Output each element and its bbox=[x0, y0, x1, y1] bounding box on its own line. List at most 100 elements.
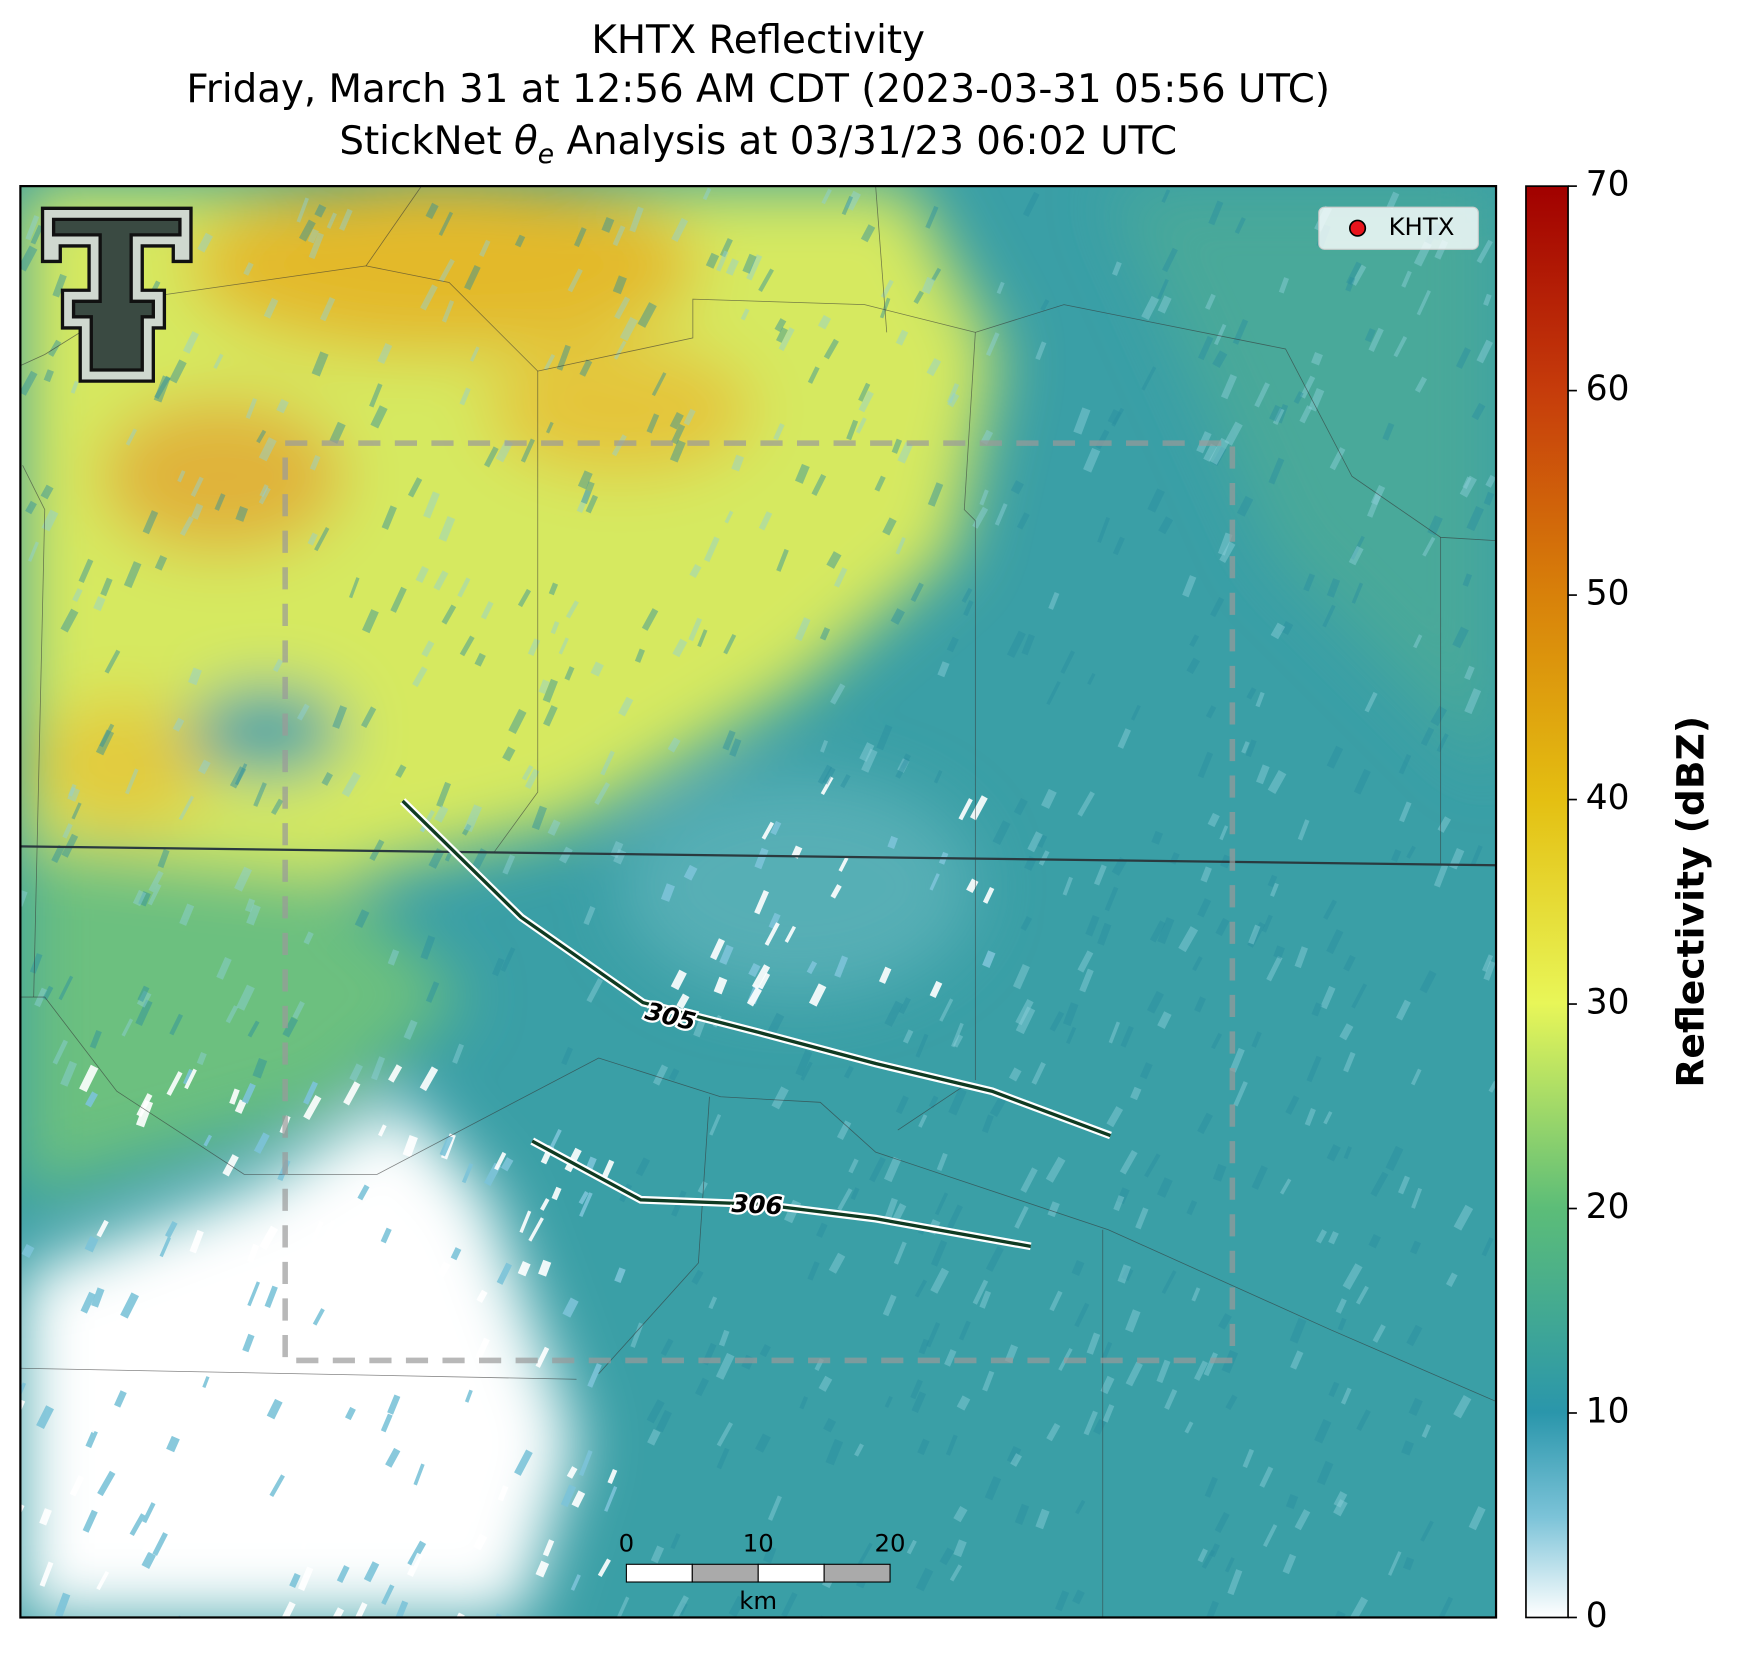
speckle-cell bbox=[1144, 1153, 1161, 1178]
speckle-cell bbox=[1204, 1476, 1218, 1498]
speckle-cell bbox=[263, 297, 279, 319]
speckle-cell bbox=[1290, 1350, 1304, 1370]
speckle-cell bbox=[927, 482, 944, 507]
speckle-cell bbox=[1156, 1359, 1171, 1384]
speckle-cell bbox=[1120, 1025, 1134, 1048]
speckle-cell bbox=[179, 903, 195, 926]
speckle-cell bbox=[1248, 924, 1261, 945]
speckle-cell bbox=[1399, 801, 1412, 823]
speckle-cell bbox=[969, 795, 988, 821]
speckle-cell bbox=[85, 1429, 98, 1449]
speckle-cell bbox=[1212, 1163, 1227, 1182]
speckle-cell bbox=[297, 1566, 314, 1591]
legend: KHTX bbox=[1318, 206, 1479, 250]
speckle-cell bbox=[930, 1240, 948, 1267]
speckle-cell bbox=[142, 1533, 157, 1553]
speckle-cell bbox=[1077, 791, 1095, 817]
speckle-cell bbox=[169, 1615, 186, 1618]
speckle-cell bbox=[97, 1470, 116, 1497]
speckle-cell bbox=[84, 1235, 99, 1253]
speckle-cell bbox=[845, 190, 861, 211]
speckle-cell bbox=[1293, 391, 1304, 404]
speckle-cell bbox=[247, 1020, 260, 1038]
speckle-cell bbox=[241, 1082, 256, 1104]
speckle-cell bbox=[234, 866, 252, 892]
speckle-cell bbox=[25, 500, 37, 515]
speckle-cell bbox=[1225, 1394, 1238, 1410]
speckle-cell bbox=[1270, 622, 1286, 640]
speckle-cell bbox=[527, 638, 541, 656]
speckle-cell bbox=[884, 1395, 893, 1408]
speckle-cell bbox=[1021, 633, 1035, 656]
speckle-cell bbox=[926, 1322, 941, 1348]
speckle-cell bbox=[543, 705, 558, 727]
speckle-cell bbox=[1205, 293, 1216, 310]
speckle-cell bbox=[78, 558, 94, 583]
speckle-cell bbox=[336, 1565, 350, 1584]
speckle-cell bbox=[1285, 1494, 1299, 1510]
speckle-cell bbox=[1294, 946, 1309, 969]
speckle-cell bbox=[1074, 1302, 1090, 1328]
speckle-cell bbox=[1278, 277, 1289, 294]
speckle-cell bbox=[332, 705, 348, 729]
speckle-cell bbox=[245, 398, 258, 419]
speckle-cell bbox=[1077, 950, 1094, 973]
speckle-cell bbox=[136, 1093, 153, 1118]
speckle-cell bbox=[184, 1068, 197, 1090]
speckle-cell bbox=[213, 353, 224, 370]
speckle-cell bbox=[1247, 921, 1266, 948]
speckle-cell bbox=[929, 980, 943, 999]
speckle-cell bbox=[519, 1210, 532, 1233]
speckle-cell bbox=[51, 844, 65, 864]
speckle-cell bbox=[517, 588, 532, 608]
speckle-cell bbox=[61, 833, 79, 858]
speckle-cell bbox=[141, 1551, 156, 1569]
speckle-cell bbox=[1482, 954, 1494, 972]
speckle-cell bbox=[843, 1065, 854, 1079]
speckle-cell bbox=[1106, 1106, 1124, 1128]
speckle-cell bbox=[677, 1602, 688, 1616]
speckle-cell bbox=[153, 375, 171, 403]
speckle-cell bbox=[926, 358, 942, 377]
speckle-cell bbox=[70, 380, 79, 394]
speckle-cell bbox=[438, 258, 455, 283]
speckle-cell bbox=[1020, 1167, 1038, 1193]
speckle-cell bbox=[190, 476, 204, 497]
speckle-cell bbox=[329, 1480, 345, 1508]
speckle-cell bbox=[1335, 1298, 1347, 1314]
speckle-cell bbox=[514, 1449, 533, 1476]
speckle-cell bbox=[89, 1420, 99, 1434]
speckle-cell bbox=[1414, 376, 1428, 393]
speckle-cell bbox=[349, 1063, 363, 1082]
speckle-cell bbox=[319, 1407, 330, 1424]
speckle-cell bbox=[520, 438, 535, 463]
speckle-cell bbox=[1459, 475, 1477, 498]
speckle-cell bbox=[846, 419, 859, 441]
speckle-cell bbox=[242, 1333, 255, 1353]
colorbar-tick-label: 60 bbox=[1586, 369, 1630, 409]
speckle-cell bbox=[1125, 1361, 1143, 1387]
speckle-cell bbox=[958, 798, 973, 821]
speckle-cell bbox=[859, 742, 875, 762]
speckle-cell bbox=[1241, 741, 1250, 754]
speckle-cell bbox=[326, 212, 337, 229]
speckle-cell bbox=[723, 633, 737, 655]
speckle-cell bbox=[225, 1484, 240, 1506]
speckle-cell bbox=[808, 983, 827, 1007]
speckle-cell bbox=[719, 238, 733, 258]
scale-segment bbox=[625, 1563, 693, 1583]
speckle-cell bbox=[461, 1163, 474, 1184]
speckle-cell bbox=[928, 1095, 939, 1109]
speckle-cell bbox=[1263, 1524, 1278, 1548]
speckle-cell bbox=[850, 1187, 860, 1201]
speckle-cell bbox=[1350, 535, 1365, 560]
speckle-cell bbox=[1207, 812, 1220, 828]
speckle-cell bbox=[1326, 745, 1344, 769]
speckle-cell bbox=[1224, 1557, 1235, 1573]
speckle-cell bbox=[982, 950, 996, 968]
speckle-cell bbox=[1139, 1062, 1153, 1080]
speckle-cell bbox=[585, 494, 598, 514]
speckle-cell bbox=[961, 587, 973, 603]
colorbar-tick-label: 10 bbox=[1586, 1391, 1630, 1431]
speckle-cell bbox=[822, 766, 836, 785]
